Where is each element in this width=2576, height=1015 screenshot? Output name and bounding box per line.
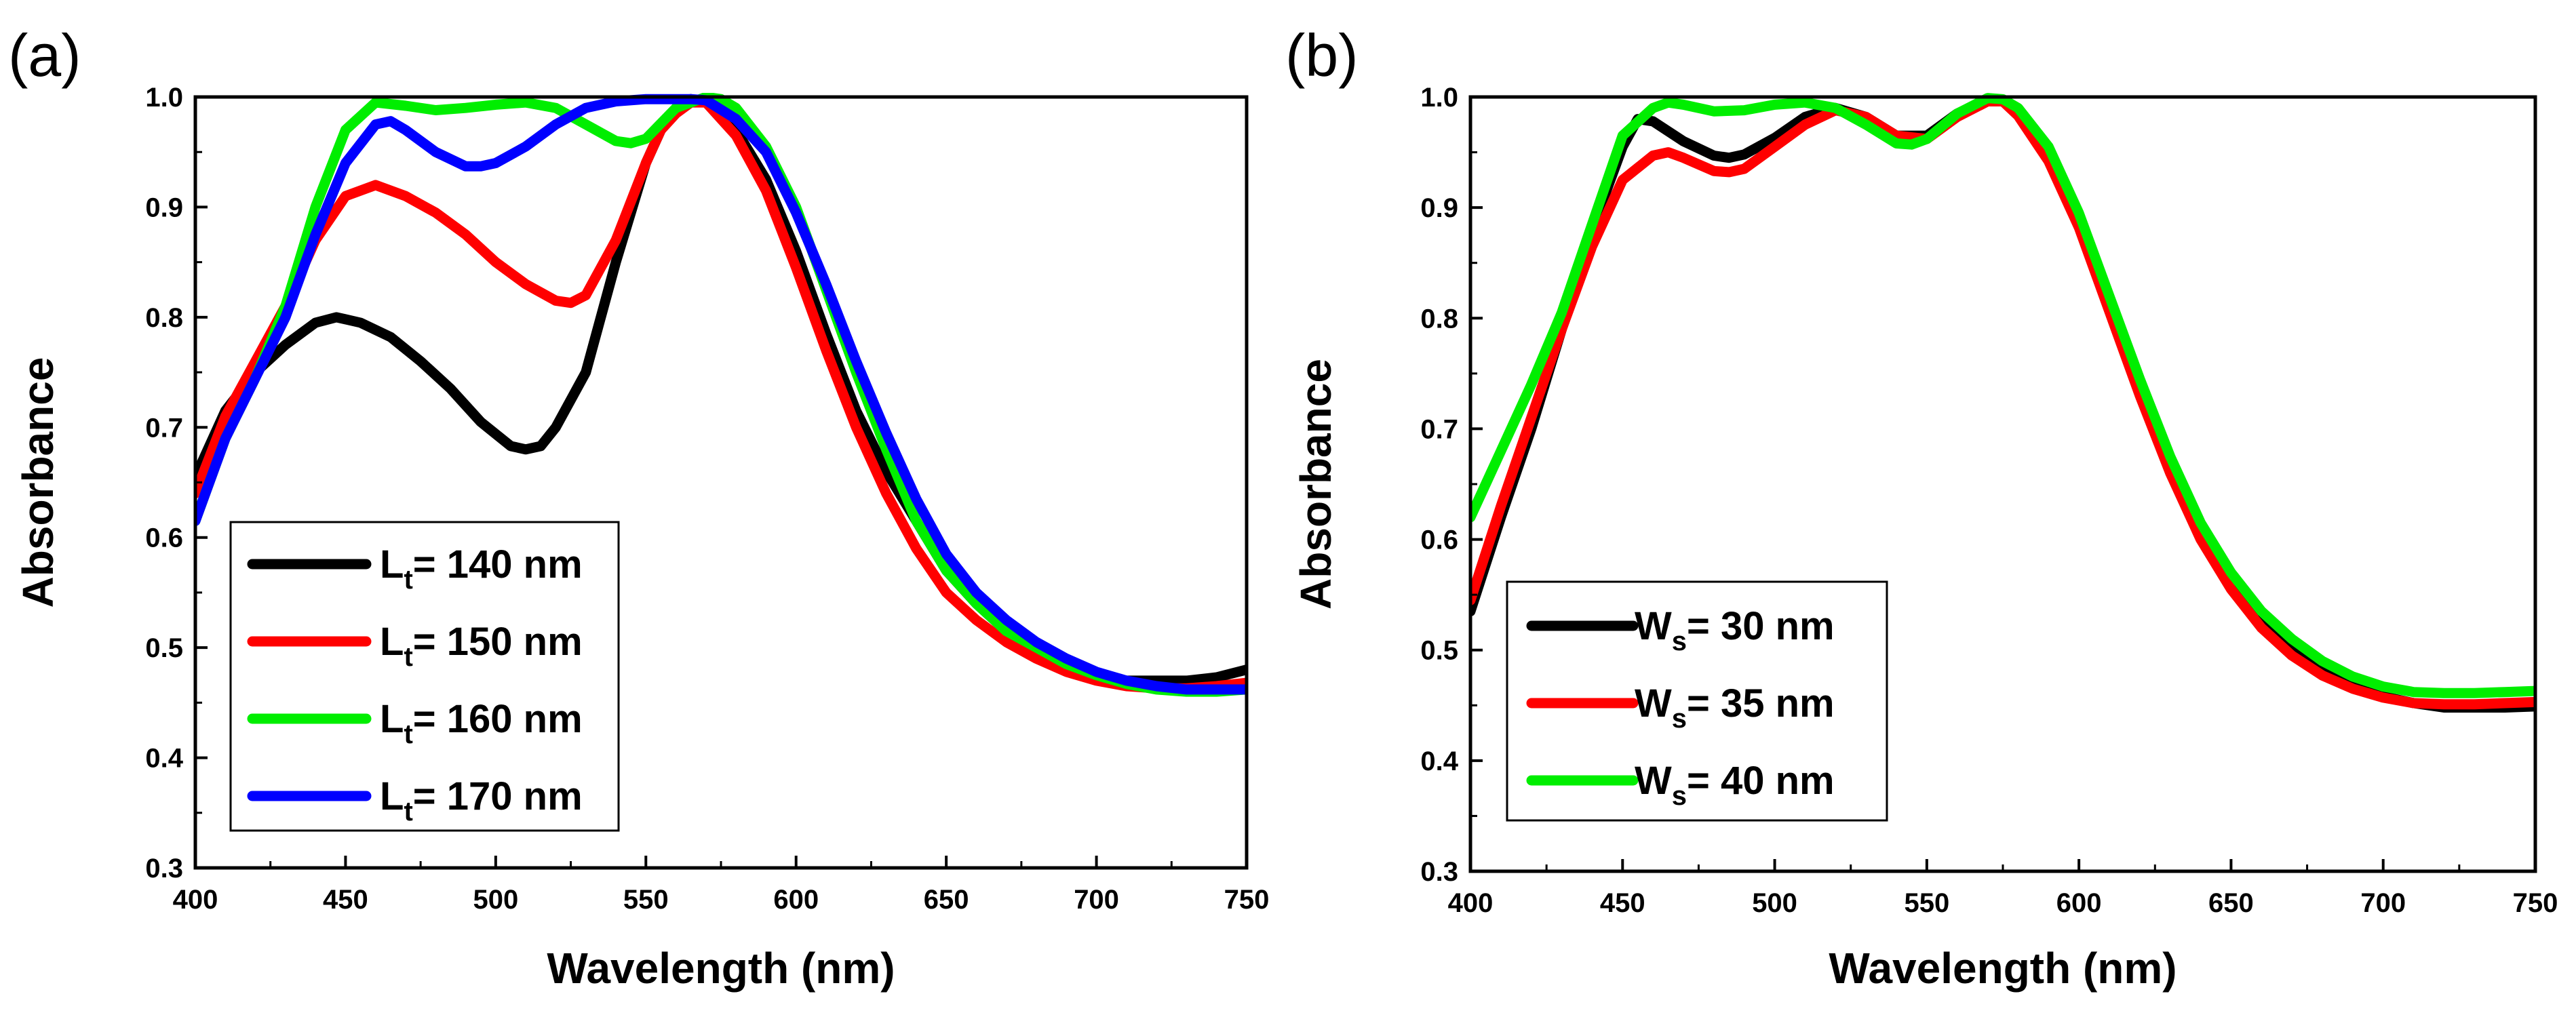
x-tick-label: 500 [1752,888,1797,918]
x-tick-label: 500 [473,885,518,915]
legend-entry-label: Lt= 140 nm [380,542,583,595]
y-tick-label: 0.8 [145,303,183,333]
legend-entry-label: Ws= 40 nm [1635,759,1835,811]
y-tick-label: 0.7 [145,413,183,443]
y-tick-label: 1.0 [145,83,183,113]
x-tick-label: 700 [2360,888,2406,918]
y-tick-label: 0.8 [1420,304,1458,334]
y-tick-label: 0.3 [145,854,183,883]
legend-entry-label: Lt= 170 nm [380,774,583,827]
x-tick-label: 700 [1074,885,1119,915]
legend-box [229,521,620,832]
x-axis-label: Wavelength (nm) [1829,944,2177,993]
x-tick-label: 400 [1448,888,1494,918]
legend: Ws= 30 nm Ws= 35 nm Ws= 40 nm [1506,580,1888,822]
x-tick-label: 600 [2056,888,2102,918]
y-tick-label: 0.3 [1420,857,1458,887]
y-tick-label: 0.5 [145,633,183,663]
legend-entry-label: Lt= 160 nm [380,697,583,749]
series-line-4 [195,94,1247,695]
chart-panel-a: (a) 400 450 500 550 600 650 700 750 0.3 0.4 0.5 0.6 0… [8,22,1269,993]
x-tick-label: 750 [2513,888,2558,918]
panel-label: (b) [1285,22,1359,89]
y-tick-label: 0.4 [1420,747,1458,776]
x-tick-label: 600 [773,885,819,915]
y-tick-label: 0.4 [145,744,183,774]
x-tick-label: 450 [1600,888,1645,918]
x-tick-label: 550 [623,885,669,915]
x-tick-label: 550 [1904,888,1949,918]
legend-entry-label: Ws= 30 nm [1635,604,1835,656]
x-tick-label: 450 [323,885,368,915]
legend: Lt= 140 nm Lt= 150 nm Lt= 160 nm Lt= 170 nm [229,521,620,832]
x-tick-label: 750 [1224,885,1270,915]
y-axis-label: Absorbance [14,357,62,608]
legend-entry-label: Lt= 150 nm [380,620,583,672]
x-tick-label: 650 [2208,888,2254,918]
x-tick-label: 650 [924,885,969,915]
y-axis-label: Absorbance [1291,359,1340,610]
x-axis-label: Wavelength (nm) [547,944,895,993]
legend-entry-label: Ws= 35 nm [1635,681,1835,734]
x-tick-label: 400 [173,885,218,915]
y-tick-label: 0.7 [1420,414,1458,444]
y-tick-label: 1.0 [1420,83,1458,113]
chart-panel-b: (b) 400 450 500 550 600 650 700 750 0.3 0.4 0.5 0.6 0… [1285,22,2558,993]
y-tick-label: 0.5 [1420,636,1458,666]
y-tick-label: 0.6 [1420,525,1458,555]
panel-label: (a) [8,22,81,89]
y-tick-label: 0.6 [145,523,183,553]
y-tick-label: 0.9 [1420,193,1458,223]
y-tick-label: 0.9 [145,193,183,222]
